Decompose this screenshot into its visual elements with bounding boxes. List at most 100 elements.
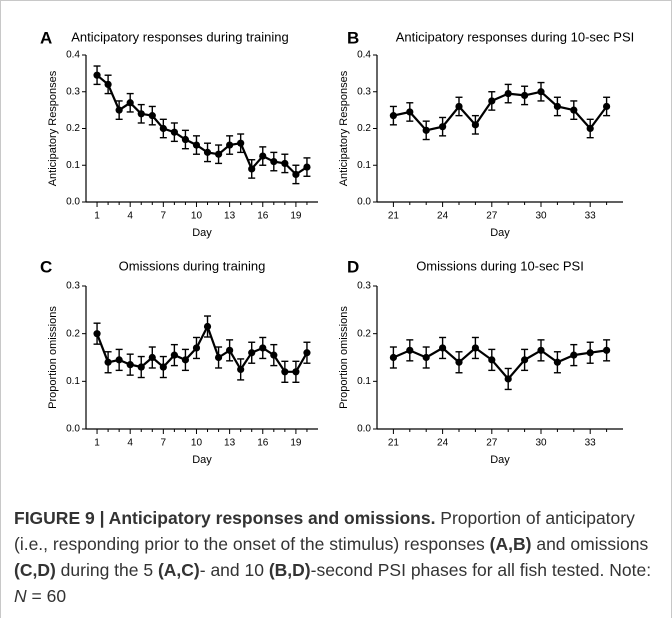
caption-ref-cd: (C,D) — [14, 560, 56, 580]
y-tick-label: 0.2 — [357, 328, 371, 339]
data-point — [389, 112, 397, 120]
y-tick-label: 0.2 — [66, 328, 80, 339]
data-point — [270, 157, 278, 166]
data-point — [203, 148, 212, 156]
caption-n-symbol: N — [14, 586, 27, 606]
caption-text-4: - and 10 — [199, 560, 269, 580]
caption-text-2: and omissions — [531, 534, 649, 554]
caption-ref-bd: (B,D) — [268, 560, 311, 580]
y-axis-label: Anticipatory Responses — [338, 70, 350, 186]
figure-caption: FIGURE 9 | Anticipatory responses and om… — [14, 505, 654, 609]
data-point — [488, 97, 496, 105]
data-point — [406, 346, 414, 354]
data-point — [586, 124, 594, 133]
data-point — [586, 349, 594, 357]
x-tick-label: 1 — [94, 211, 100, 222]
y-tick-label: 0.3 — [357, 86, 371, 97]
panel-title: Anticipatory responses during 10-sec PSI — [396, 29, 634, 44]
x-axis-label: Day — [490, 454, 510, 466]
x-axis-label: Day — [192, 227, 212, 239]
x-tick-label: 19 — [290, 211, 302, 222]
data-point — [93, 330, 101, 338]
panel-d: D Omissions during 10-sec PSI 0.0 0.1 0.2 0.3… — [338, 257, 623, 466]
data-point — [93, 71, 101, 79]
data-point — [159, 124, 167, 133]
data-point — [126, 361, 134, 369]
x-tick-label: 10 — [191, 438, 203, 449]
data-point — [303, 349, 311, 357]
data-point — [422, 353, 430, 362]
data-point — [137, 110, 145, 118]
x-tick-label: 27 — [486, 438, 498, 449]
data-point — [521, 91, 529, 100]
data-point — [406, 108, 414, 116]
panel-label: C — [40, 257, 52, 276]
data-point — [270, 351, 278, 359]
data-point — [192, 141, 201, 149]
data-point — [115, 356, 123, 364]
data-point — [439, 123, 447, 131]
caption-ref-ac: (A,C) — [157, 560, 200, 580]
data-point — [137, 363, 145, 371]
data-point — [237, 139, 245, 147]
data-point — [148, 353, 156, 362]
data-point — [248, 165, 256, 173]
panel-label: D — [347, 257, 359, 276]
x-tick-label: 30 — [535, 438, 547, 449]
data-point — [504, 89, 512, 98]
data-point — [471, 344, 479, 352]
data-point — [570, 106, 578, 114]
data-point — [259, 152, 267, 160]
x-tick-label: 1 — [94, 438, 100, 449]
caption-text-5: -second PSI phases for all fish tested. … — [310, 560, 652, 580]
data-point — [115, 106, 123, 114]
data-point — [181, 135, 190, 144]
data-point — [389, 353, 397, 362]
panel-a: A Anticipatory responses during training 0… — [40, 28, 318, 239]
x-tick-label: 13 — [224, 211, 236, 222]
data-point — [504, 375, 512, 383]
y-tick-label: 0.0 — [357, 424, 371, 435]
data-point — [281, 368, 289, 376]
data-point — [126, 99, 134, 107]
x-tick-label: 7 — [161, 438, 167, 449]
data-point — [303, 163, 311, 171]
x-tick-label: 7 — [161, 211, 167, 222]
x-tick-label: 16 — [257, 211, 269, 222]
x-tick-label: 33 — [585, 211, 597, 222]
data-point — [553, 358, 562, 366]
x-tick-label: 19 — [290, 438, 302, 449]
data-point — [237, 365, 245, 374]
data-point — [104, 80, 112, 88]
y-tick-label: 0.0 — [66, 197, 80, 208]
panel-b: B Anticipatory responses during 10-sec PS… — [338, 28, 634, 238]
data-point — [192, 344, 201, 352]
panel-title: Omissions during training — [119, 258, 266, 273]
x-axis-label: Day — [192, 454, 212, 466]
x-tick-label: 24 — [437, 438, 449, 449]
data-point — [203, 322, 212, 331]
data-point — [226, 346, 234, 354]
panel-title: Omissions during 10-sec PSI — [416, 258, 584, 273]
y-axis-label: Proportion omissions — [338, 306, 350, 409]
x-tick-label: 10 — [191, 211, 203, 222]
data-point — [292, 368, 300, 376]
x-tick-label: 4 — [127, 438, 133, 449]
y-tick-label: 0.3 — [357, 281, 371, 292]
caption-ref-ab: (A,B) — [489, 534, 532, 554]
data-point — [422, 126, 430, 134]
data-point — [281, 159, 289, 168]
data-point — [170, 351, 178, 359]
x-tick-label: 4 — [127, 211, 133, 222]
x-tick-label: 21 — [388, 211, 400, 222]
frame-top-line — [0, 0, 672, 1]
y-tick-label: 0.1 — [357, 376, 371, 387]
y-tick-label: 0.2 — [66, 123, 80, 134]
data-point — [488, 356, 496, 364]
data-point — [553, 102, 562, 111]
data-point — [521, 356, 529, 364]
data-point — [248, 349, 256, 357]
x-axis-label: Day — [490, 227, 510, 239]
caption-text-1: Proportion of anticipatory (i.e., respon… — [14, 508, 635, 554]
